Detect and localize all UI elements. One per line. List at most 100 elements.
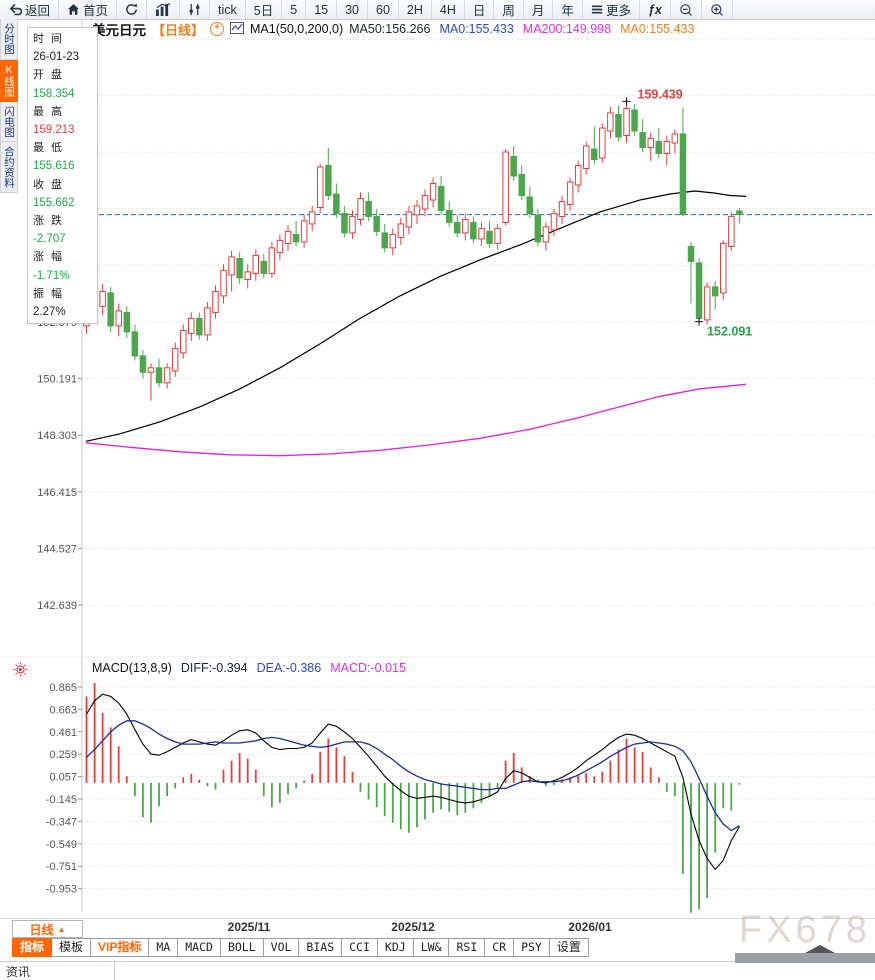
- add-to-watchlist-icon[interactable]: +: [210, 22, 225, 36]
- scroll-up-arrow-icon[interactable]: [805, 945, 835, 953]
- left-chart-type-tabs: 分时图 K线图 闪电图 合约资料: [0, 19, 18, 193]
- info-label: 最低: [33, 142, 69, 155]
- menu-icon: [591, 4, 603, 15]
- back-arrow-icon: [8, 3, 22, 16]
- news-tab[interactable]: 资讯: [0, 962, 115, 980]
- toolbar-tick-button[interactable]: tick: [210, 0, 246, 19]
- toolbar-label: 30: [345, 2, 359, 17]
- svg-text:148.303: 148.303: [37, 430, 77, 442]
- svg-text:-0.347: -0.347: [46, 816, 77, 828]
- toolbar-zoom-out-button[interactable]: [671, 0, 702, 19]
- ma-settings: MA1(50,0,200,0): [250, 22, 344, 36]
- toolbar-more-button[interactable]: 更多: [583, 0, 640, 19]
- tab-PSY[interactable]: PSY: [514, 938, 550, 957]
- info-label: 最高: [33, 105, 69, 118]
- macd-params: MACD(13,8,9): [92, 661, 172, 675]
- symbol-name: 美元日元: [92, 23, 146, 38]
- svg-text:-0.145: -0.145: [46, 794, 77, 806]
- toolbar-label: 2H: [406, 2, 423, 17]
- indicator-value: MA200:149.998: [522, 22, 612, 36]
- info-value: -2.707: [33, 233, 66, 246]
- macd-header: MACD(13,8,9) DIFF:-0.394 DEA:-0.386 MACD:-…: [92, 661, 415, 675]
- toolbar-label: 5日: [253, 4, 274, 18]
- toolbar-label: 60: [376, 2, 390, 17]
- bottom-partial-row: 资讯: [0, 961, 875, 980]
- info-value: 155.616: [33, 160, 75, 173]
- svg-text:-0.549: -0.549: [46, 839, 77, 851]
- tab-MACD[interactable]: MACD: [178, 938, 221, 957]
- line-chart-icon: [230, 21, 245, 37]
- toolbar-label: 月: [531, 4, 545, 18]
- timeframe-label: 【日线】: [152, 22, 205, 38]
- toolbar-60m-button[interactable]: 60: [368, 0, 399, 19]
- tab-VOL[interactable]: VOL: [263, 938, 300, 957]
- toolbar-zoom-in-button[interactable]: [702, 0, 733, 19]
- svg-text:0.663: 0.663: [49, 704, 77, 716]
- top-toolbar: 返回 首页 tick 5日 5 15 30 60 2H 4H 日 周 月 年 更多 ƒx: [0, 0, 875, 20]
- period-button-label: 日线: [29, 922, 54, 937]
- svg-text:0.865: 0.865: [49, 682, 77, 694]
- toolbar-refresh-button[interactable]: [117, 0, 148, 19]
- toolbar-label: 4H: [439, 2, 456, 17]
- toolbar-label: 日: [472, 4, 486, 18]
- side-tab-3[interactable]: 合约资料: [0, 142, 18, 193]
- tab-LW&[interactable]: LW&: [413, 938, 450, 957]
- toolbar-day-button[interactable]: 日: [465, 0, 495, 19]
- info-value: 2.27%: [33, 306, 66, 319]
- toolbar-30m-button[interactable]: 30: [337, 0, 368, 19]
- tab-BIAS[interactable]: BIAS: [299, 938, 343, 957]
- tab-CR[interactable]: CR: [485, 938, 515, 957]
- tab-RSI[interactable]: RSI: [449, 938, 486, 957]
- toolbar-month-button[interactable]: 月: [524, 0, 554, 19]
- toolbar-label: 周: [502, 4, 515, 18]
- tab-VIP指标[interactable]: VIP指标: [91, 938, 150, 957]
- toolbar-chart-style-button[interactable]: [147, 0, 181, 19]
- side-tab-0[interactable]: 分时图: [0, 19, 18, 60]
- svg-text:150.191: 150.191: [37, 374, 77, 386]
- side-tab-2[interactable]: 闪电图: [0, 101, 18, 142]
- toolbar-year-button[interactable]: 年: [553, 0, 583, 19]
- tab-CCI[interactable]: CCI: [342, 938, 378, 957]
- indicator-value: DEA:-0.386: [256, 661, 322, 675]
- info-value: 159.213: [33, 124, 75, 137]
- svg-text:142.639: 142.639: [37, 600, 77, 612]
- toolbar-back-button[interactable]: 返回: [0, 0, 60, 19]
- tab-BOLL[interactable]: BOLL: [220, 938, 264, 957]
- svg-text:0.461: 0.461: [49, 727, 77, 739]
- sliders-icon: [188, 3, 201, 16]
- toolbar-indicator-panel-button[interactable]: [180, 0, 211, 19]
- indicator-value: MA0:155.433: [620, 22, 695, 36]
- chevron-up-icon: ▲: [57, 924, 66, 934]
- toolbar-2h-button[interactable]: 2H: [399, 0, 432, 19]
- toolbar-label: 返回: [25, 4, 51, 18]
- indicator-value: MACD:-0.015: [330, 661, 406, 675]
- info-label: 收盘: [33, 178, 69, 191]
- tab-设置[interactable]: 设置: [549, 938, 589, 957]
- toolbar-fx-button[interactable]: ƒx: [640, 0, 671, 19]
- info-value: 158.354: [33, 87, 75, 100]
- toolbar-5d-button[interactable]: 5日: [246, 0, 283, 19]
- svg-text:-0.953: -0.953: [46, 884, 77, 896]
- toolbar-week-button[interactable]: 周: [494, 0, 524, 19]
- horizontal-scrollbar[interactable]: [735, 945, 875, 963]
- info-label: 涨跌: [33, 215, 69, 228]
- toolbar-5m-button[interactable]: 5: [282, 0, 307, 19]
- period-button[interactable]: 日线 ▲: [12, 920, 83, 938]
- indicator-settings-icon[interactable]: [13, 662, 28, 682]
- svg-text:144.527: 144.527: [37, 543, 77, 555]
- tab-指标[interactable]: 指标: [12, 938, 53, 957]
- toolbar-label: 年: [561, 4, 574, 18]
- chart-header: 美元日元 【日线】 + MA1(50,0,200,0) MA50:156.266…: [92, 21, 703, 38]
- toolbar-home-button[interactable]: 首页: [59, 0, 118, 19]
- info-label: 时间: [33, 33, 69, 45]
- tab-MA[interactable]: MA: [149, 938, 179, 957]
- tab-KDJ[interactable]: KDJ: [377, 938, 414, 957]
- toolbar-label: ƒx: [647, 2, 662, 17]
- svg-text:2025/11: 2025/11: [228, 920, 271, 934]
- toolbar-15m-button[interactable]: 15: [306, 0, 338, 19]
- tab-模板[interactable]: 模板: [52, 938, 92, 957]
- toolbar-4h-button[interactable]: 4H: [432, 0, 465, 19]
- side-tab-1[interactable]: K线图: [0, 59, 18, 102]
- svg-text:0.259: 0.259: [49, 749, 77, 761]
- info-value: 155.662: [33, 196, 75, 209]
